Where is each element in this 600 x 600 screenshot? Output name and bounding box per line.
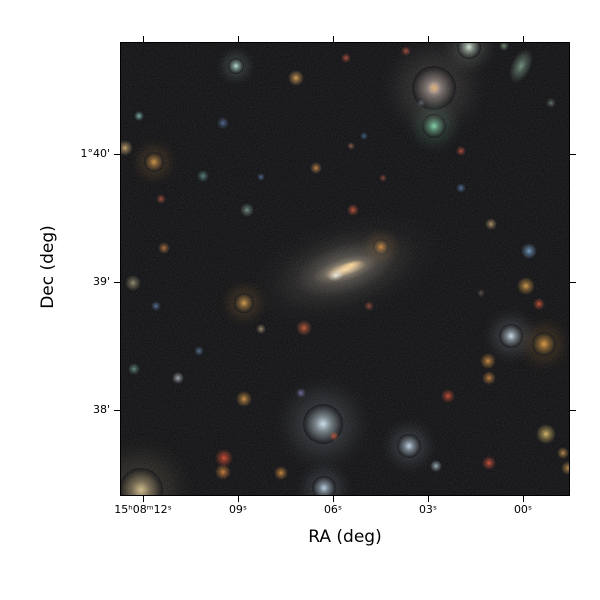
star <box>347 204 359 216</box>
tick-mark <box>333 36 334 42</box>
star <box>532 332 556 356</box>
y-tick-label: 39' <box>92 275 110 288</box>
x-tick-label: 03ˢ <box>418 503 438 516</box>
x-axis-label: RA (deg) <box>308 527 382 547</box>
star <box>397 434 421 458</box>
x-tick-label: 09ˢ <box>228 503 248 516</box>
star <box>422 114 446 138</box>
star <box>482 371 496 385</box>
star <box>310 162 322 174</box>
tick-mark <box>523 496 524 502</box>
y-tick-label: 38' <box>92 403 110 416</box>
star <box>561 461 569 475</box>
tick-mark <box>143 36 144 42</box>
tick-mark <box>238 36 239 42</box>
star <box>128 363 140 375</box>
star <box>125 275 141 291</box>
tick-mark <box>143 496 144 502</box>
star <box>257 173 265 181</box>
tick-mark <box>570 410 576 411</box>
star <box>517 277 535 295</box>
tick-mark <box>428 36 429 42</box>
star <box>417 99 425 107</box>
star <box>288 70 304 86</box>
star <box>364 301 374 311</box>
star <box>341 53 351 63</box>
tick-mark <box>114 410 120 411</box>
star <box>557 447 569 459</box>
star <box>234 293 254 313</box>
star <box>156 194 166 204</box>
star <box>441 389 455 403</box>
sky-image <box>120 42 570 496</box>
star <box>485 218 497 230</box>
star <box>256 324 266 334</box>
y-tick-label: 1°40' <box>80 147 110 160</box>
x-tick-label: 06ˢ <box>323 503 343 516</box>
tick-mark <box>428 496 429 502</box>
star <box>240 203 254 217</box>
star <box>430 460 442 472</box>
star <box>172 372 184 384</box>
star <box>379 174 387 182</box>
star <box>499 324 523 348</box>
x-tick-label: 00ˢ <box>513 503 533 516</box>
star <box>536 424 556 444</box>
edge-on-galaxy <box>504 45 538 87</box>
y-axis-label: Dec (deg) <box>38 225 58 309</box>
x-tick-label: 15ʰ08ᵐ12ˢ <box>114 503 172 516</box>
star <box>480 353 496 369</box>
tick-mark <box>238 496 239 502</box>
star <box>347 142 355 150</box>
star <box>373 239 389 255</box>
star <box>521 243 537 259</box>
star <box>228 58 244 74</box>
star <box>482 456 496 470</box>
bright-yellow-blob <box>121 468 163 495</box>
tick-mark <box>114 282 120 283</box>
star <box>312 476 336 495</box>
star <box>329 431 339 441</box>
tick-mark <box>333 496 334 502</box>
star <box>499 43 509 51</box>
star <box>533 298 545 310</box>
tick-mark <box>570 282 576 283</box>
star <box>197 170 209 182</box>
star <box>428 82 440 94</box>
star <box>477 289 485 297</box>
star <box>215 464 231 480</box>
star <box>194 346 204 356</box>
star <box>296 388 306 398</box>
tick-mark <box>570 154 576 155</box>
star <box>456 146 466 156</box>
star <box>456 183 466 193</box>
star <box>401 46 411 56</box>
star <box>457 43 481 59</box>
star <box>144 152 164 172</box>
star <box>217 117 229 129</box>
tick-mark <box>523 36 524 42</box>
star <box>296 320 312 336</box>
tick-mark <box>114 154 120 155</box>
star <box>546 98 556 108</box>
star <box>274 466 288 480</box>
star <box>121 140 133 156</box>
star <box>158 242 170 254</box>
star <box>236 391 252 407</box>
star <box>360 132 368 140</box>
star <box>134 111 144 121</box>
star <box>151 301 161 311</box>
